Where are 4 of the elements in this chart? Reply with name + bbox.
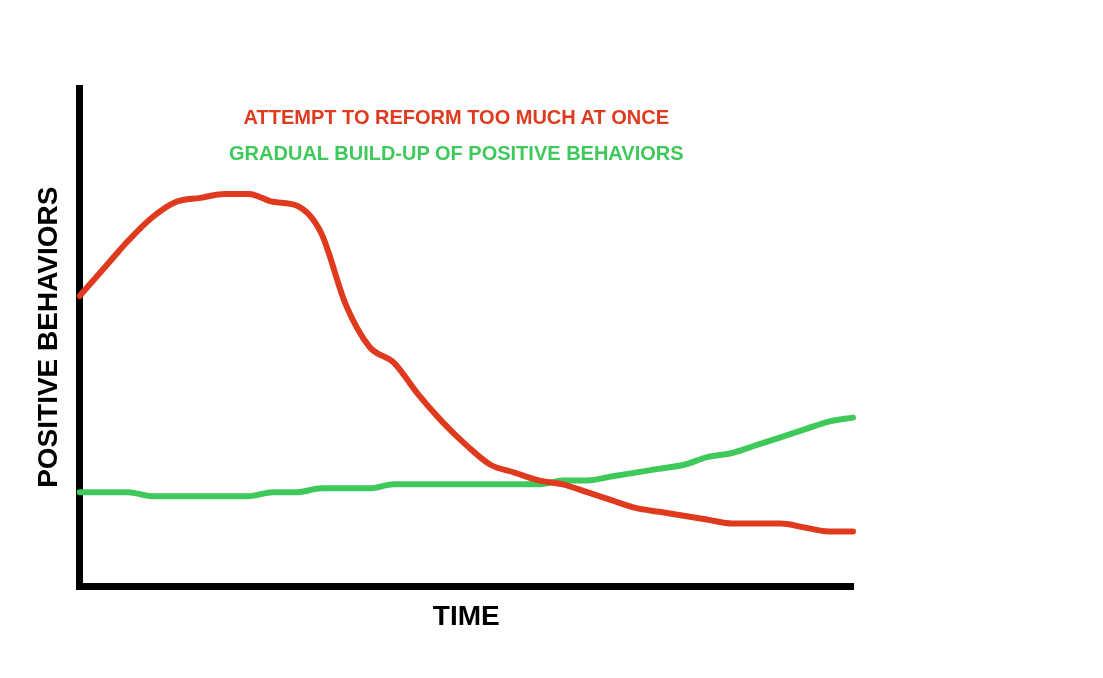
text: ATTEMPT TO REFORM TOO MUCH AT ONCE xyxy=(243,105,670,128)
y-axis-title: POSITIVE BEHAVIORS xyxy=(31,186,63,488)
text: GRADUAL BUILD-UP OF POSITIVE BEHAVIORS xyxy=(229,141,684,164)
x-axis-title: TIME xyxy=(432,599,500,631)
